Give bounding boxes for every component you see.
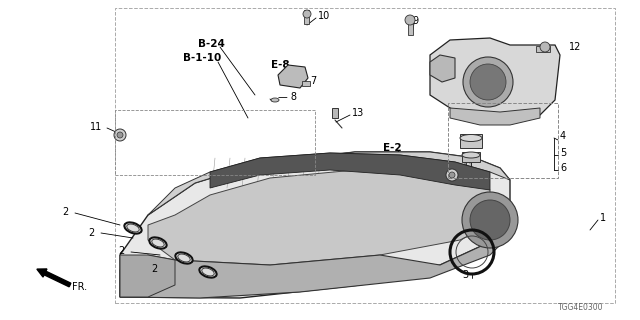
Circle shape	[449, 172, 455, 178]
Text: 9: 9	[412, 16, 418, 26]
Polygon shape	[278, 65, 308, 88]
Bar	[304, 10, 309, 24]
Text: 4: 4	[560, 131, 566, 141]
Ellipse shape	[175, 252, 193, 264]
Bar	[302, 81, 310, 86]
Polygon shape	[148, 170, 490, 265]
Ellipse shape	[271, 98, 279, 102]
Circle shape	[446, 169, 458, 181]
Text: B-1-10: B-1-10	[183, 53, 221, 63]
Circle shape	[117, 132, 123, 138]
Circle shape	[470, 200, 510, 240]
Ellipse shape	[124, 222, 141, 234]
Text: E-8: E-8	[271, 60, 290, 70]
Ellipse shape	[202, 268, 214, 276]
Bar	[460, 134, 482, 148]
Ellipse shape	[462, 152, 480, 158]
Text: 13: 13	[352, 108, 364, 118]
Polygon shape	[210, 153, 490, 190]
Circle shape	[114, 129, 126, 141]
Polygon shape	[120, 225, 510, 298]
Circle shape	[540, 42, 550, 52]
Ellipse shape	[149, 237, 166, 249]
Circle shape	[405, 15, 415, 25]
Polygon shape	[120, 152, 510, 298]
Bar	[462, 152, 480, 162]
Text: 2: 2	[151, 264, 157, 274]
Bar	[448, 103, 558, 178]
Polygon shape	[450, 108, 540, 125]
Ellipse shape	[152, 239, 164, 247]
Text: 11: 11	[90, 122, 102, 132]
FancyArrow shape	[37, 269, 71, 287]
Text: FR.: FR.	[72, 282, 87, 292]
Text: 2: 2	[88, 228, 94, 238]
Text: 3: 3	[462, 270, 468, 280]
Text: 12: 12	[569, 42, 581, 52]
Polygon shape	[120, 255, 175, 297]
Ellipse shape	[200, 266, 216, 278]
Bar	[332, 108, 338, 118]
Polygon shape	[148, 152, 510, 215]
Circle shape	[470, 64, 506, 100]
Text: 2: 2	[61, 207, 68, 217]
Ellipse shape	[178, 254, 190, 262]
Bar	[115, 8, 615, 303]
Text: 1: 1	[600, 213, 606, 223]
Text: E-2: E-2	[383, 143, 402, 153]
Ellipse shape	[460, 134, 482, 141]
Text: B-24: B-24	[198, 39, 225, 49]
Bar	[536, 46, 550, 52]
Circle shape	[462, 192, 518, 248]
Bar	[115, 110, 315, 175]
Polygon shape	[430, 38, 560, 120]
Text: 6: 6	[560, 163, 566, 173]
Polygon shape	[430, 55, 455, 82]
Text: 11: 11	[463, 162, 476, 172]
Text: 2: 2	[118, 246, 124, 256]
Bar	[408, 17, 413, 35]
Circle shape	[303, 10, 311, 18]
Text: 7: 7	[310, 76, 316, 86]
Text: TGG4E0300: TGG4E0300	[558, 303, 604, 313]
Text: 5: 5	[560, 148, 566, 158]
Ellipse shape	[127, 224, 140, 232]
Text: 10: 10	[318, 11, 330, 21]
Text: — 8: — 8	[278, 92, 297, 102]
Circle shape	[463, 57, 513, 107]
